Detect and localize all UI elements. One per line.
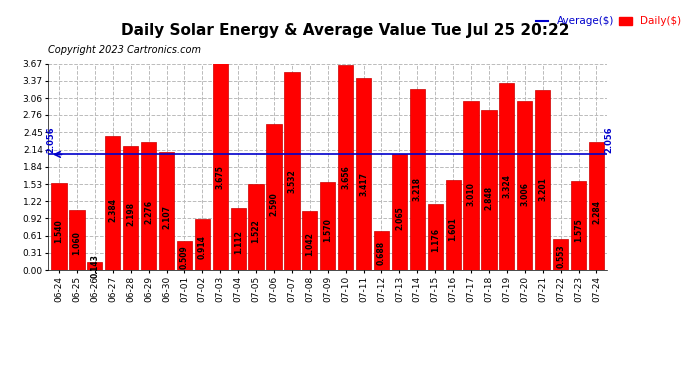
Bar bbox=[248, 184, 264, 270]
Bar bbox=[464, 101, 479, 270]
Bar bbox=[52, 183, 67, 270]
Text: 0.914: 0.914 bbox=[198, 235, 207, 259]
Text: 0.688: 0.688 bbox=[377, 240, 386, 265]
Bar bbox=[302, 211, 317, 270]
Bar bbox=[177, 242, 192, 270]
Text: 1.112: 1.112 bbox=[234, 230, 243, 254]
Bar bbox=[266, 124, 282, 270]
Legend: Average($), Daily($): Average($), Daily($) bbox=[536, 16, 681, 27]
Text: 2.848: 2.848 bbox=[484, 186, 493, 210]
Text: 1.601: 1.601 bbox=[448, 217, 457, 242]
Text: 3.417: 3.417 bbox=[359, 172, 368, 196]
Text: 2.065: 2.065 bbox=[395, 206, 404, 230]
Text: 3.675: 3.675 bbox=[216, 165, 225, 189]
Text: 2.590: 2.590 bbox=[270, 193, 279, 216]
Bar bbox=[159, 152, 174, 270]
Text: 0.553: 0.553 bbox=[556, 244, 565, 268]
Bar bbox=[70, 210, 85, 270]
Text: 2.056: 2.056 bbox=[604, 126, 613, 153]
Text: Daily Solar Energy & Average Value Tue Jul 25 20:22: Daily Solar Energy & Average Value Tue J… bbox=[121, 22, 569, 38]
Text: 2.056: 2.056 bbox=[46, 126, 55, 153]
Bar bbox=[141, 142, 156, 270]
Bar bbox=[482, 110, 497, 270]
Bar bbox=[428, 204, 443, 270]
Bar bbox=[589, 142, 604, 270]
Text: 3.532: 3.532 bbox=[288, 169, 297, 192]
Bar bbox=[446, 180, 461, 270]
Bar bbox=[213, 63, 228, 270]
Text: 0.509: 0.509 bbox=[180, 245, 189, 269]
Bar bbox=[284, 72, 299, 270]
Bar bbox=[392, 154, 407, 270]
Text: 3.010: 3.010 bbox=[466, 182, 475, 206]
Bar bbox=[571, 182, 586, 270]
Text: 2.107: 2.107 bbox=[162, 205, 171, 229]
Text: 3.201: 3.201 bbox=[538, 177, 547, 201]
Text: 2.284: 2.284 bbox=[592, 200, 601, 224]
Bar bbox=[87, 262, 103, 270]
Bar bbox=[535, 90, 551, 270]
Bar bbox=[374, 231, 389, 270]
Bar bbox=[500, 83, 515, 270]
Text: Copyright 2023 Cartronics.com: Copyright 2023 Cartronics.com bbox=[48, 45, 201, 55]
Text: 1.540: 1.540 bbox=[55, 219, 63, 243]
Text: 1.060: 1.060 bbox=[72, 231, 81, 255]
Text: 2.384: 2.384 bbox=[108, 198, 117, 222]
Bar bbox=[320, 182, 335, 270]
Text: 3.656: 3.656 bbox=[341, 166, 350, 189]
Text: 2.198: 2.198 bbox=[126, 202, 135, 226]
Bar bbox=[230, 207, 246, 270]
Text: 1.176: 1.176 bbox=[431, 228, 440, 252]
Text: 3.218: 3.218 bbox=[413, 177, 422, 201]
Text: 1.570: 1.570 bbox=[323, 218, 333, 242]
Text: 3.324: 3.324 bbox=[502, 174, 511, 198]
Text: 0.143: 0.143 bbox=[90, 255, 99, 278]
Text: 1.522: 1.522 bbox=[252, 220, 261, 243]
Bar bbox=[518, 101, 533, 270]
Bar bbox=[410, 89, 425, 270]
Bar bbox=[105, 136, 120, 270]
Bar bbox=[195, 219, 210, 270]
Bar bbox=[123, 147, 138, 270]
Text: 1.042: 1.042 bbox=[306, 232, 315, 256]
Text: 2.276: 2.276 bbox=[144, 201, 153, 225]
Bar bbox=[356, 78, 371, 270]
Bar bbox=[338, 64, 353, 270]
Bar bbox=[553, 239, 569, 270]
Text: 1.575: 1.575 bbox=[574, 218, 583, 242]
Text: 3.006: 3.006 bbox=[520, 182, 529, 206]
